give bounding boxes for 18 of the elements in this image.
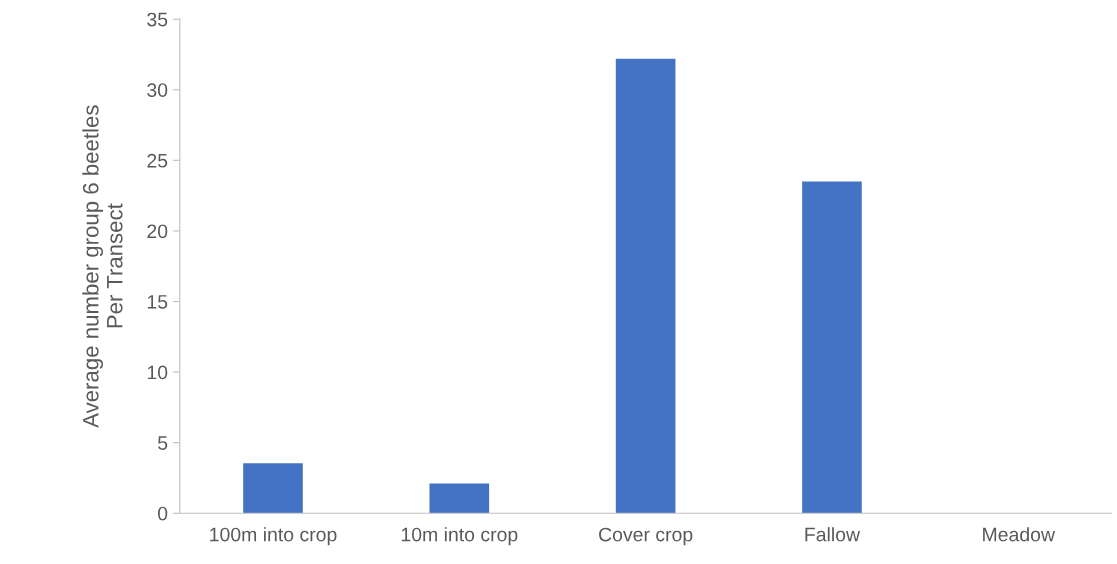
y-tick-label: 5: [158, 436, 168, 450]
y-tick-label: 20: [147, 224, 168, 239]
bar: [802, 181, 862, 514]
x-tick-label: Meadow: [983, 527, 1056, 542]
y-tick-label: 0: [157, 506, 168, 521]
y-tick-label: 30: [147, 83, 168, 97]
y-tick-label: 35: [147, 12, 168, 27]
x-tick-label: Fallow: [805, 527, 861, 542]
y-tick-label: 25: [147, 153, 168, 168]
x-tick-label: Cover crop: [599, 527, 693, 546]
bar: [615, 58, 676, 514]
bar: [243, 463, 303, 514]
x-tick-label: 100m into crop: [210, 527, 337, 546]
y-tick-label: 10: [147, 365, 168, 380]
y-axis-title: Average number group 6 beetles Per Transect: [82, 105, 123, 428]
y-tick-label: 15: [147, 295, 168, 309]
bar: [429, 483, 490, 514]
x-tick-label: 10m into crop: [401, 527, 518, 546]
